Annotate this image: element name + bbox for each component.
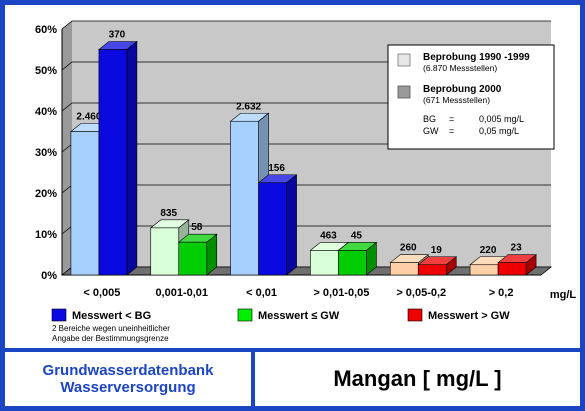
database-line-2: Wasserversorgung (60, 379, 196, 396)
data-label: 23 (511, 243, 523, 254)
y-tick-label: 0% (41, 270, 57, 282)
page-title: Mangan [ mg/L ] (255, 352, 580, 406)
legend-text: (6.870 Messstellen) (423, 63, 497, 73)
x-tick-label: < 0,005 (83, 287, 120, 299)
color-legend-label: Messwert > GW (428, 310, 510, 322)
database-line-1: Grundwasserdatenbank (42, 362, 214, 379)
abbrev-key: GW (423, 126, 439, 136)
footnote-line: Angabe der Bestimmungsgrenze (52, 334, 169, 343)
data-label: 58 (191, 222, 203, 233)
bar-1990-1999 (389, 262, 419, 276)
bar-2000 (98, 49, 128, 276)
legend-text: Beprobung 2000 (423, 84, 502, 95)
abbrev-value: 0,005 mg/L (479, 114, 524, 124)
x-tick-label: > 0,05-0,2 (396, 287, 446, 299)
database-caption: Grundwasserdatenbank Wasserversorgung (5, 352, 251, 406)
data-label: 463 (320, 230, 337, 241)
gridline (61, 20, 551, 30)
bar-1990-1999 (70, 131, 100, 276)
color-legend-label: Messwert < BG (72, 310, 151, 322)
data-label: 2.632 (236, 101, 261, 112)
bar-2000 (178, 241, 208, 276)
data-label: 45 (351, 230, 363, 241)
legend-box (387, 44, 555, 150)
legend-text: (671 Messstellen) (423, 95, 490, 105)
color-legend-label: Messwert ≤ GW (258, 310, 340, 322)
legend-text: Beprobung 1990 -1999 (423, 52, 530, 63)
footnote-line: 2 Bereiche wegen uneinheitlicher (52, 324, 170, 333)
y-tick-label: 60% (35, 24, 57, 36)
y-tick-label: 10% (35, 229, 57, 241)
page-title-text: Mangan [ mg/L ] (333, 366, 502, 391)
outer-frame: 0% 10% 20% 30% 40% 50% 60% 2.460 370 < 0,005 835 58… (3, 3, 582, 408)
x-tick-label: > 0,01-0,05 (313, 287, 369, 299)
x-tick-label: > 0,2 (489, 287, 514, 299)
bar-2000 (258, 182, 287, 276)
data-label: 156 (268, 163, 285, 174)
y-tick-label: 50% (35, 65, 57, 77)
abbrev-key: BG (423, 114, 436, 124)
color-legend-swatch (51, 308, 67, 322)
y-tick-label: 20% (35, 188, 57, 200)
bar-chart: 0% 10% 20% 30% 40% 50% 60% 2.460 370 < 0,005 835 58… (35, 20, 577, 343)
bar-2000 (497, 262, 527, 276)
bar-2000 (417, 264, 447, 276)
y-tick-label: 30% (35, 147, 57, 159)
legend-swatch-1990-1999 (397, 53, 411, 67)
bar-1990-1999 (310, 250, 339, 276)
abbrev-equals: = (449, 114, 454, 124)
bar-1990-1999 (150, 227, 180, 276)
data-label: 835 (160, 208, 177, 219)
x-tick-label: < 0,01 (246, 287, 277, 299)
bar-1990-1999 (230, 120, 259, 276)
x-tick-label: 0,001-0,01 (155, 287, 208, 299)
data-label: 19 (431, 245, 443, 256)
data-label: 220 (480, 245, 497, 256)
bar-2000-side (286, 174, 297, 276)
bar-1990-1999 (469, 264, 499, 276)
bar-2000-side (126, 40, 138, 276)
abbrev-value: 0,05 mg/L (479, 126, 519, 136)
bar-2000 (338, 250, 367, 276)
chart-panel: 0% 10% 20% 30% 40% 50% 60% 2.460 370 < 0,005 835 58… (5, 5, 580, 348)
legend-swatch-2000 (397, 85, 411, 99)
data-label: 260 (400, 243, 417, 254)
abbrev-equals: = (449, 126, 454, 136)
color-legend-swatch (407, 308, 423, 322)
data-label: 2.460 (76, 112, 101, 123)
data-label: 370 (109, 30, 126, 41)
y-tick-label: 40% (35, 106, 57, 118)
x-unit-label: mg/L (550, 289, 577, 301)
color-legend-swatch (237, 308, 253, 322)
